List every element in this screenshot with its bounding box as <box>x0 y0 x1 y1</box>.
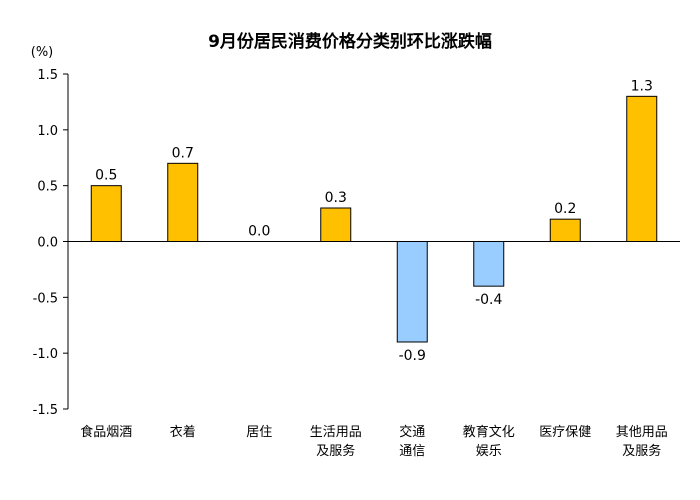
bar <box>167 162 199 242</box>
data-label: 0.7 <box>172 145 194 161</box>
category-label: 生活用品 <box>310 425 362 440</box>
bar <box>473 241 505 287</box>
y-tick-label: -0.5 <box>33 291 58 306</box>
category-label: 衣着 <box>170 424 196 440</box>
category-label: 及服务 <box>622 443 661 459</box>
y-tick-label: -1.0 <box>33 347 58 362</box>
chart-title: 9月份居民消费价格分类别环比涨跌幅 <box>208 32 492 52</box>
category-label: 医疗保健 <box>539 425 591 440</box>
y-tick-label: 1.0 <box>37 124 58 139</box>
y-axis-unit: (%) <box>31 45 54 60</box>
category-label: 娱乐 <box>476 444 502 459</box>
bar <box>549 218 581 243</box>
data-label: 0.3 <box>325 190 347 206</box>
y-tick-label: -1.5 <box>33 403 58 418</box>
data-label: 0.0 <box>248 224 270 240</box>
category-label: 其他用品 <box>616 425 668 440</box>
category-label: 食品烟酒 <box>80 424 132 440</box>
bar <box>320 207 352 242</box>
category-label: 通信 <box>399 444 425 459</box>
y-tick-label: 0.5 <box>37 180 58 195</box>
data-label: -0.4 <box>475 292 502 308</box>
data-label: -0.9 <box>399 348 426 364</box>
category-label: 及服务 <box>316 443 355 459</box>
y-tick-label: 0.0 <box>37 236 58 251</box>
bars <box>90 95 658 343</box>
bar <box>90 185 122 243</box>
category-label: 交通 <box>399 424 425 440</box>
data-label: 1.3 <box>631 78 653 94</box>
data-label: 0.2 <box>554 201 576 217</box>
y-tick-label: 1.5 <box>37 68 58 83</box>
category-label: 居住 <box>246 425 272 440</box>
data-label: 0.5 <box>95 168 117 184</box>
category-label: 教育文化 <box>463 424 515 440</box>
axes: (%) 1.5 1.0 0.5 0.0 -0.5 -1.0 -1.5 <box>31 45 680 418</box>
bar <box>396 241 428 343</box>
bar <box>626 95 658 243</box>
